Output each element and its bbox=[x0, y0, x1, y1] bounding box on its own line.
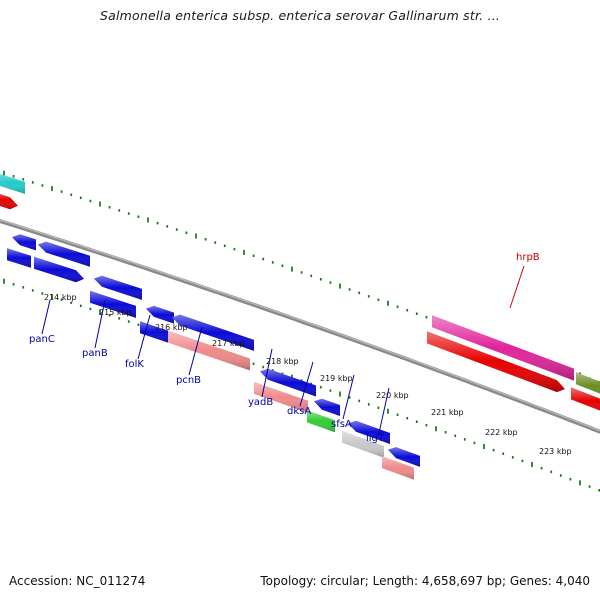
backbone-line bbox=[0, 218, 600, 434]
gene-label-ligT: ligT bbox=[366, 433, 385, 444]
genome-stats-text: Topology: circular; Length: 4,658,697 bp… bbox=[260, 574, 590, 588]
cds-arrow-shade bbox=[38, 241, 90, 267]
cyan-feature-shade bbox=[0, 174, 25, 194]
cds-arrow-shade bbox=[260, 368, 316, 397]
gene-label-panC: panC bbox=[29, 334, 55, 345]
cds-arrow-shade bbox=[388, 447, 420, 467]
cds-arrow-shade bbox=[314, 398, 340, 416]
rna-feature-shade bbox=[307, 410, 335, 433]
scale-tick-label: 222 kbp bbox=[485, 428, 518, 437]
pseudo-feature-shade bbox=[254, 381, 308, 413]
gene-label-hrpB: hrpB bbox=[516, 252, 540, 263]
genome-backbone bbox=[0, 218, 600, 434]
scale-tick-label: 219 kbp bbox=[320, 374, 353, 383]
scale-tick-label: 223 kbp bbox=[539, 447, 572, 456]
gene-label-folK: folK bbox=[125, 359, 144, 370]
scale-tick-label: 215 kbp bbox=[99, 308, 132, 317]
gene-label-leader bbox=[261, 348, 273, 398]
scale-tick-label: 216 kbp bbox=[155, 323, 188, 332]
gene-label-dksA: dksA bbox=[287, 406, 311, 417]
scale-labels: 214 kbp 215 kbp 216 kbp 217 kbp 218 kbp 219 k… bbox=[44, 293, 572, 456]
pseudo-feature-shade bbox=[168, 330, 250, 371]
scale-tick-label: 221 kbp bbox=[431, 408, 464, 417]
gene-label-leader bbox=[137, 314, 151, 360]
hrpB-forward-shade bbox=[432, 315, 574, 381]
red-feature-right-shade bbox=[571, 387, 600, 411]
gene-label-leader bbox=[342, 374, 355, 420]
cds-box-shade bbox=[7, 248, 31, 268]
red-feature-left-shade bbox=[0, 194, 18, 210]
cds-arrow-shade bbox=[12, 234, 36, 251]
hrpB-reverse-shade bbox=[427, 331, 565, 393]
cds-box-shade bbox=[34, 256, 84, 283]
other-feature-shade bbox=[342, 430, 384, 458]
map-title: Salmonella enterica subsp. enterica sero… bbox=[99, 8, 501, 23]
gene-label-leader bbox=[509, 265, 525, 309]
olive-feature-shade bbox=[576, 372, 600, 394]
pseudo-feature-shade bbox=[382, 456, 414, 480]
feature-tracks bbox=[0, 174, 600, 480]
scale-tick-label: 217 kbp bbox=[212, 339, 245, 348]
gene-labels: panC panB folK pcnB yadB dksA sfsA ligT hrpB bbox=[29, 252, 540, 444]
cds-arrow-shade bbox=[146, 305, 174, 324]
scale-tick-label: 218 kbp bbox=[266, 357, 299, 366]
gene-label-panB: panB bbox=[82, 348, 108, 359]
scale-tick-label: 214 kbp bbox=[44, 293, 77, 302]
scale-tick-label: 220 kbp bbox=[376, 391, 409, 400]
gene-label-leader bbox=[94, 299, 106, 349]
gene-label-pcnB: pcnB bbox=[176, 375, 201, 386]
gene-label-yadB: yadB bbox=[248, 397, 273, 408]
backbone-highlight bbox=[0, 219, 600, 432]
cds-arrow-shade bbox=[172, 314, 254, 351]
cds-box-shade bbox=[90, 290, 136, 318]
accession-text: Accession: NC_011274 bbox=[9, 574, 146, 588]
gene-label-leader bbox=[378, 387, 390, 434]
cds-arrow-shade bbox=[94, 275, 142, 300]
gene-label-sfsA: sfsA bbox=[331, 419, 352, 430]
cds-arrow-shade bbox=[348, 420, 390, 444]
gene-label-leader bbox=[41, 299, 51, 335]
gene-label-leader bbox=[188, 326, 203, 376]
gene-label-leader bbox=[299, 361, 314, 407]
